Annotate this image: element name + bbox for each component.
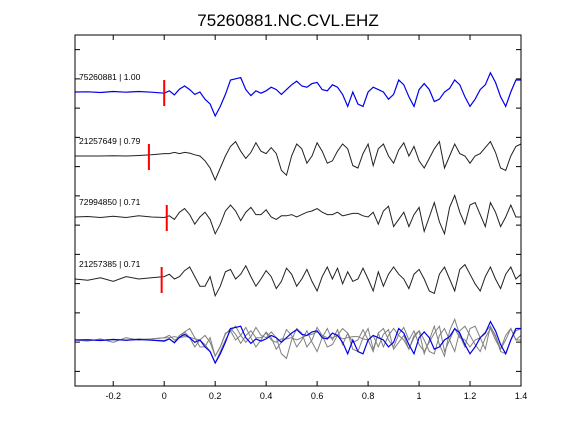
x-tick-label: 1 <box>417 391 422 401</box>
x-tick-label: 0 <box>162 391 167 401</box>
x-tick-label: 0.8 <box>362 391 375 401</box>
trace-line-0 <box>74 71 521 118</box>
axes-frame <box>74 34 522 387</box>
x-tick-label: 1.2 <box>464 391 477 401</box>
stack-trace-2 <box>74 317 521 358</box>
trace-line-2 <box>74 193 521 236</box>
x-tick-label: -0.2 <box>105 391 121 401</box>
axes: -0.2 0 0.2 0.4 0.6 0.8 1 1.2 1.4 <box>74 34 528 401</box>
trace-label-0: 75260881 | 1.00 <box>79 72 141 82</box>
trace-line-3 <box>74 263 522 298</box>
trace-label-1: 21257649 | 0.79 <box>79 136 141 146</box>
stacked-traces <box>74 317 522 365</box>
x-tick-label: 1.4 <box>515 391 528 401</box>
x-tick-label: 0.4 <box>260 391 273 401</box>
trace-panels: 75260881 | 1.00 21257649 | 0.79 72994850 |… <box>74 71 522 298</box>
stack-trace-3 <box>74 325 522 358</box>
stack-trace-reference <box>74 320 521 365</box>
x-tick-label: 0.6 <box>311 391 324 401</box>
x-tick-label: 0.2 <box>209 391 222 401</box>
trace-line-1 <box>75 140 522 182</box>
trace-label-3: 21257385 | 0.71 <box>79 259 141 269</box>
chart-title: 75260881.NC.CVL.EHZ <box>197 11 378 30</box>
trace-label-2: 72994850 | 0.71 <box>79 197 141 207</box>
